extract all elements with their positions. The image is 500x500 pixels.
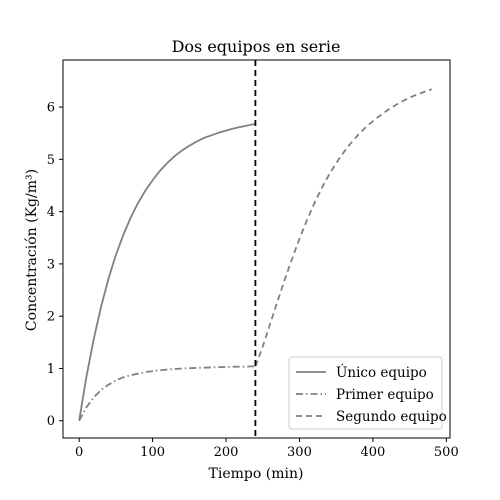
legend-box <box>288 356 443 430</box>
x-tick-label: 500 <box>434 445 459 460</box>
legend-label-3: Segundo equipo <box>336 409 447 425</box>
y-axis-label: Concentración (Kg/m³) <box>24 169 40 331</box>
y-tick-label: 6 <box>47 101 55 116</box>
chart-title: Dos equipos en serie <box>172 37 341 56</box>
x-tick-label: 100 <box>140 445 165 460</box>
series-line-3 <box>254 88 432 367</box>
y-tick-label: 1 <box>47 362 55 377</box>
x-tick-label: 400 <box>360 445 385 460</box>
y-tick-label: 0 <box>47 414 55 429</box>
x-tick-label: 200 <box>214 445 239 460</box>
x-tick-label: 300 <box>287 445 312 460</box>
y-tick-label: 5 <box>47 153 55 168</box>
series-line-1 <box>78 122 256 421</box>
legend-label-1: Único equipo <box>336 364 427 381</box>
plot-frame <box>62 59 451 439</box>
x-axis-label: Tiempo (min) <box>209 466 304 482</box>
y-tick-label: 4 <box>47 205 55 220</box>
legend-label-2: Primer equipo <box>336 387 434 403</box>
y-tick-label: 2 <box>47 310 55 325</box>
x-tick-label: 0 <box>75 445 83 460</box>
plot-area <box>78 60 432 438</box>
legend: Único equipo Primer equipo Segundo equipo <box>288 356 447 430</box>
y-tick-label: 3 <box>47 257 55 272</box>
axes: 0 100 200 300 400 500 0 1 2 3 4 5 6 <box>47 59 459 460</box>
series-line-2 <box>78 365 256 422</box>
